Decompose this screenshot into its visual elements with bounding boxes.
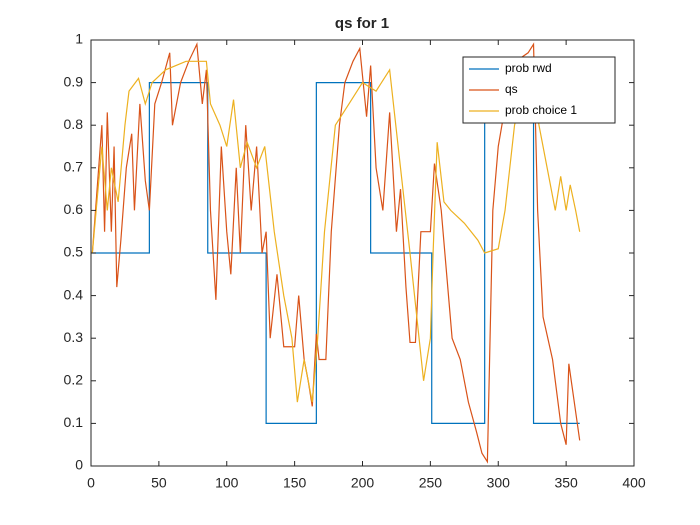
x-tick-label: 50 xyxy=(151,475,167,491)
legend-label: prob choice 1 xyxy=(505,103,577,117)
x-tick-label: 0 xyxy=(87,475,95,491)
y-tick-label: 0.6 xyxy=(64,201,84,217)
x-tick-label: 350 xyxy=(554,475,578,491)
y-tick-label: 0.1 xyxy=(64,414,84,430)
legend-label: prob rwd xyxy=(505,61,552,75)
x-tick-label: 100 xyxy=(215,475,239,491)
y-tick-label: 0.4 xyxy=(64,286,84,302)
x-tick-label: 250 xyxy=(419,475,443,491)
legend-label: qs xyxy=(505,82,518,96)
y-tick-label: 0.8 xyxy=(64,116,84,132)
chart-title: qs for 1 xyxy=(335,15,389,32)
x-tick-label: 200 xyxy=(351,475,375,491)
y-tick-label: 1 xyxy=(75,31,83,47)
y-tick-label: 0 xyxy=(75,457,83,473)
x-tick-label: 300 xyxy=(487,475,511,491)
y-tick-label: 0.9 xyxy=(64,73,84,89)
line-series xyxy=(91,42,581,464)
y-tick-label: 0.3 xyxy=(64,329,84,345)
x-tick-label: 150 xyxy=(283,475,307,491)
y-tick-label: 0.7 xyxy=(64,159,84,175)
y-tick-label: 0.2 xyxy=(64,372,84,388)
x-tick-label: 400 xyxy=(622,475,646,491)
y-tick-label: 0.5 xyxy=(64,244,84,260)
